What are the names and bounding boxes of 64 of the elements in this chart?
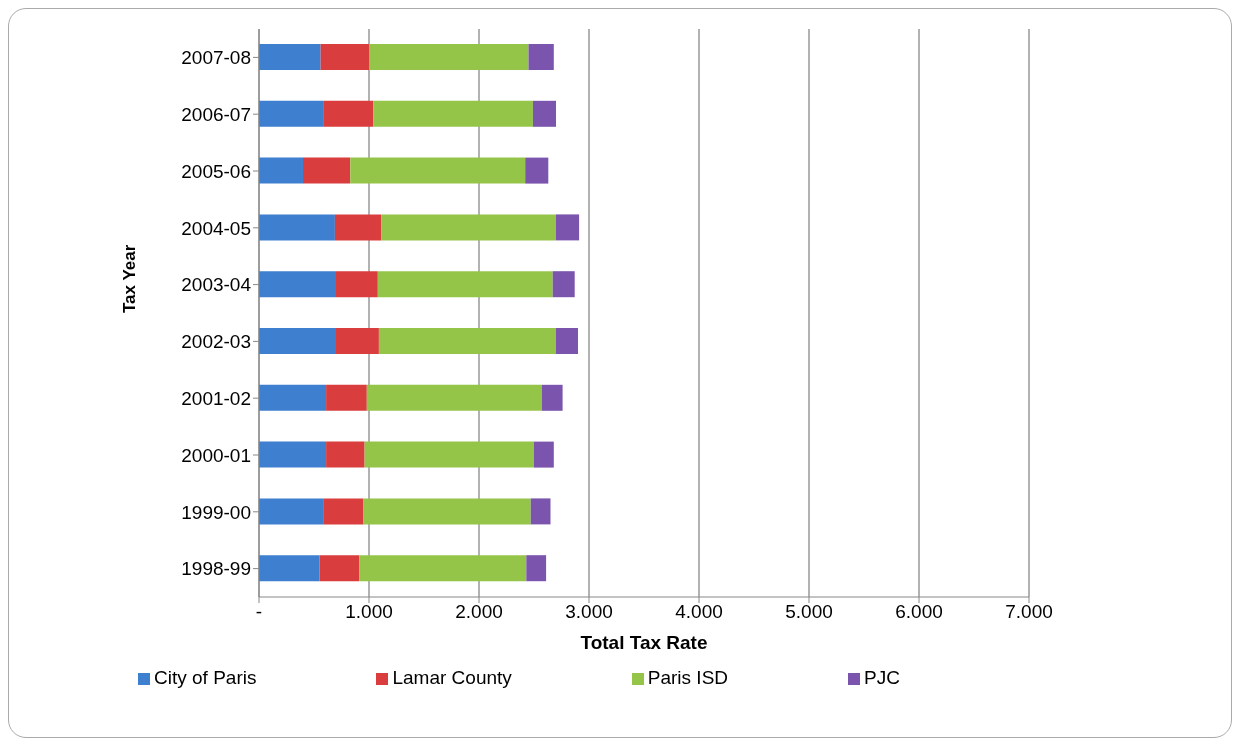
bar [259,384,327,411]
bar [259,44,321,70]
legend-label: PJC [864,667,900,688]
bar [373,100,533,127]
y-tick-label: 2000-01 [181,444,251,466]
y-tick-label: 2003-04 [181,274,252,296]
bar [259,100,324,127]
bar [326,441,365,468]
bar [364,441,534,468]
bar [319,555,360,582]
y-tick-label: 2004-05 [181,217,251,239]
bar [534,441,554,468]
bar [359,555,527,582]
bar [556,328,578,354]
legend-label: Paris ISD [647,667,729,688]
bar [541,384,563,411]
bar [336,328,379,354]
bar [334,214,382,241]
x-tick-label: 6.000 [895,601,943,623]
x-tick-label: 4.000 [675,601,723,623]
y-tick-label: 2007-08 [181,47,251,69]
bar [336,271,378,298]
bar [259,157,303,184]
bar [303,157,351,184]
bar [556,214,580,241]
x-tick-label: 7.000 [1005,601,1053,623]
bar [326,384,367,411]
bar [377,271,553,298]
bar [259,555,320,582]
bar [323,100,374,127]
y-tick-label: 2002-03 [181,331,251,353]
bar [259,271,336,298]
x-tick-label: 5.000 [785,601,833,623]
y-tick-label: 2006-07 [181,103,251,125]
y-tick-label: 1999-00 [181,501,251,523]
bar [381,214,556,241]
bar [369,44,529,70]
bar [259,328,336,354]
bar [378,328,556,354]
bar [323,498,364,525]
bar [259,498,324,525]
y-tick-label: 2001-02 [181,387,251,409]
x-tick-label: 1.000 [345,601,393,623]
bar [532,100,556,127]
bar [350,157,526,184]
bar [528,44,554,70]
bar [259,441,327,468]
x-axis-title: Total Tax Rate [580,632,708,653]
y-tick-label: 2005-06 [181,160,251,182]
bar [525,157,549,184]
x-tick-label: 3.000 [565,601,613,623]
x-tick-label: 2.000 [455,601,503,623]
bar [363,498,531,525]
bar [366,384,542,411]
bar [526,555,547,582]
bar [530,498,551,525]
y-axis-title: Tax Year [120,244,140,313]
y-tick-label: 1998-99 [181,558,251,580]
x-tick-label: - [255,601,263,623]
bar [552,271,575,298]
bar [259,214,335,241]
legend-label: City of Paris [154,667,257,688]
legend-label: Lamar County [392,667,512,688]
bar [320,44,369,70]
